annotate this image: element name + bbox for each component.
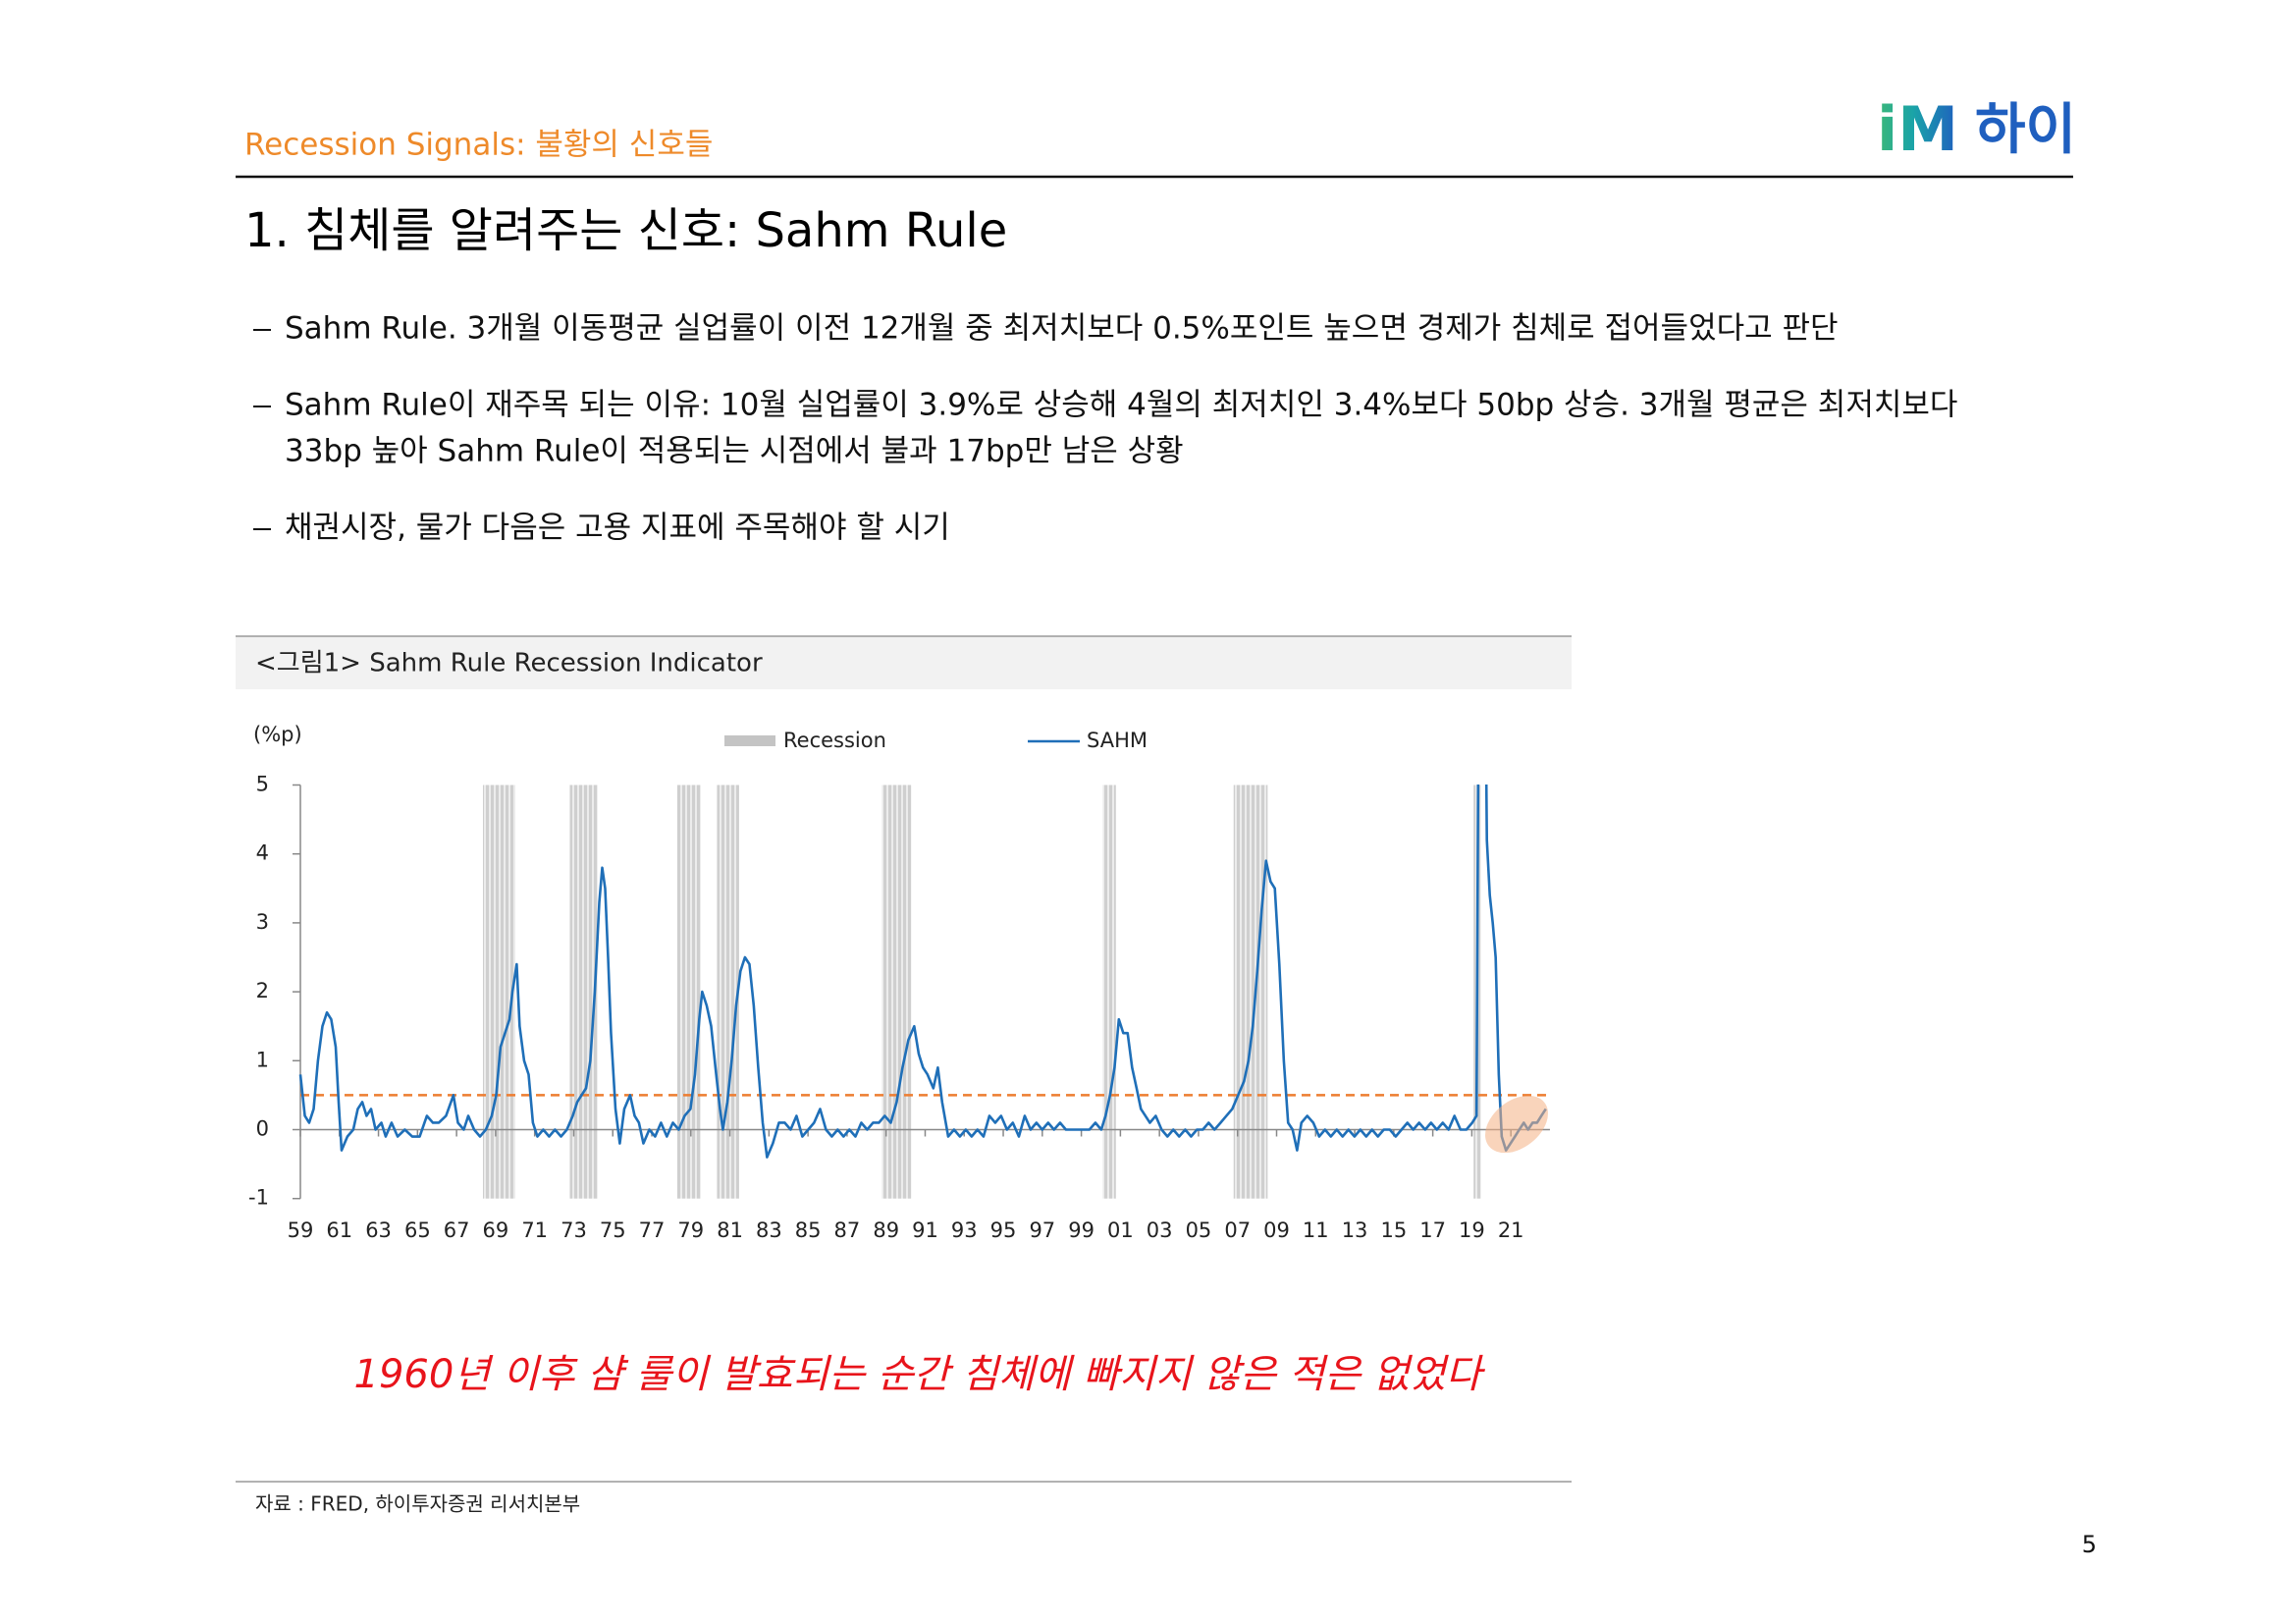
x-tick-label: 61 [326,1218,352,1242]
recession-band [881,785,912,1199]
section-title: Recession Signals: 불황의 신호들 [244,128,713,163]
y-tick-label: 5 [256,773,269,796]
caption-bar [236,636,1572,689]
x-tick-label: 95 [990,1218,1017,1242]
x-tick-label: 83 [756,1218,782,1242]
bullet-list: Sahm Rule. 3개월 이동평균 실업률이 이전 12개월 중 최저치보다… [253,311,1957,546]
annotation: 1960년 이후 샴 룰이 발효되는 순간 침체에 빠지지 않은 적은 없었다 [354,1352,1486,1397]
legend-text: SAHM [1087,729,1148,752]
x-tick-label: 67 [444,1218,470,1242]
x-tick-label: 73 [561,1218,587,1242]
x-tick-label: 71 [521,1218,548,1242]
logo-mark: iM [1877,93,1958,165]
page-number: 5 [2082,1531,2097,1558]
x-tick-label: 99 [1068,1218,1095,1242]
bullet-text: Sahm Rule이 재주목 되는 이유: 10월 실업률이 3.9%로 상승해… [285,388,1957,423]
x-tick-label: 13 [1342,1218,1368,1242]
x-tick-label: 21 [1498,1218,1524,1242]
x-tick-label: 97 [1029,1218,1055,1242]
page-title: 1. 침체를 알려주는 신호: Sahm Rule [244,203,1007,258]
figure-caption: <그림1> Sahm Rule Recession Indicator [255,649,763,678]
x-tick-label: 87 [834,1218,861,1242]
x-tick-label: 79 [677,1218,704,1242]
bullet-text: Sahm Rule. 3개월 이동평균 실업률이 이전 12개월 중 최저치보다… [285,311,1839,347]
x-tick-label: 01 [1107,1218,1134,1242]
x-tick-label: 03 [1147,1218,1173,1242]
x-tick-label: 75 [600,1218,626,1242]
x-tick-label: 77 [639,1218,666,1242]
x-tick-label: 91 [912,1218,938,1242]
x-tick-label: 05 [1186,1218,1212,1242]
legend-text: Recession [783,729,886,752]
x-tick-label: 69 [483,1218,509,1242]
y-tick-label: 0 [256,1117,269,1141]
recession-band [1102,785,1116,1199]
x-tick-label: 07 [1224,1218,1251,1242]
recession-band [1233,785,1268,1199]
bullet-text: 33bp 높아 Sahm Rule이 적용되는 시점에서 불과 17bp만 남은… [285,434,1184,469]
y-tick-label: -1 [248,1186,269,1210]
x-tick-label: 93 [951,1218,978,1242]
y-tick-label: 1 [256,1048,269,1071]
x-tick-label: 17 [1419,1218,1446,1242]
x-tick-label: 65 [404,1218,431,1242]
x-tick-label: 09 [1263,1218,1290,1242]
x-tick-label: 85 [795,1218,822,1242]
x-tick-label: 59 [288,1218,314,1242]
legend-swatch [724,735,775,746]
bullet-text: 채권시장, 물가 다음은 고용 지표에 주목해야 할 시기 [285,511,950,546]
recession-band [482,785,515,1199]
x-tick-label: 15 [1380,1218,1407,1242]
source: 자료 : FRED, 하이투자증권 리서치본부 [255,1492,580,1516]
x-tick-label: 81 [717,1218,743,1242]
y-axis-label: (%p) [253,723,302,746]
recession-band [717,785,739,1199]
sahm-line [298,785,1547,1159]
highlight [1485,1095,1548,1154]
x-tick-label: 89 [873,1218,899,1242]
y-tick-label: 2 [256,979,269,1002]
logo-text: 하이 [1975,98,2076,162]
recession-band [676,785,701,1199]
y-tick-label: 3 [256,910,269,934]
x-tick-label: 11 [1303,1218,1329,1242]
x-tick-label: 19 [1459,1218,1485,1242]
x-tick-label: 63 [365,1218,392,1242]
y-tick-label: 4 [256,841,269,865]
